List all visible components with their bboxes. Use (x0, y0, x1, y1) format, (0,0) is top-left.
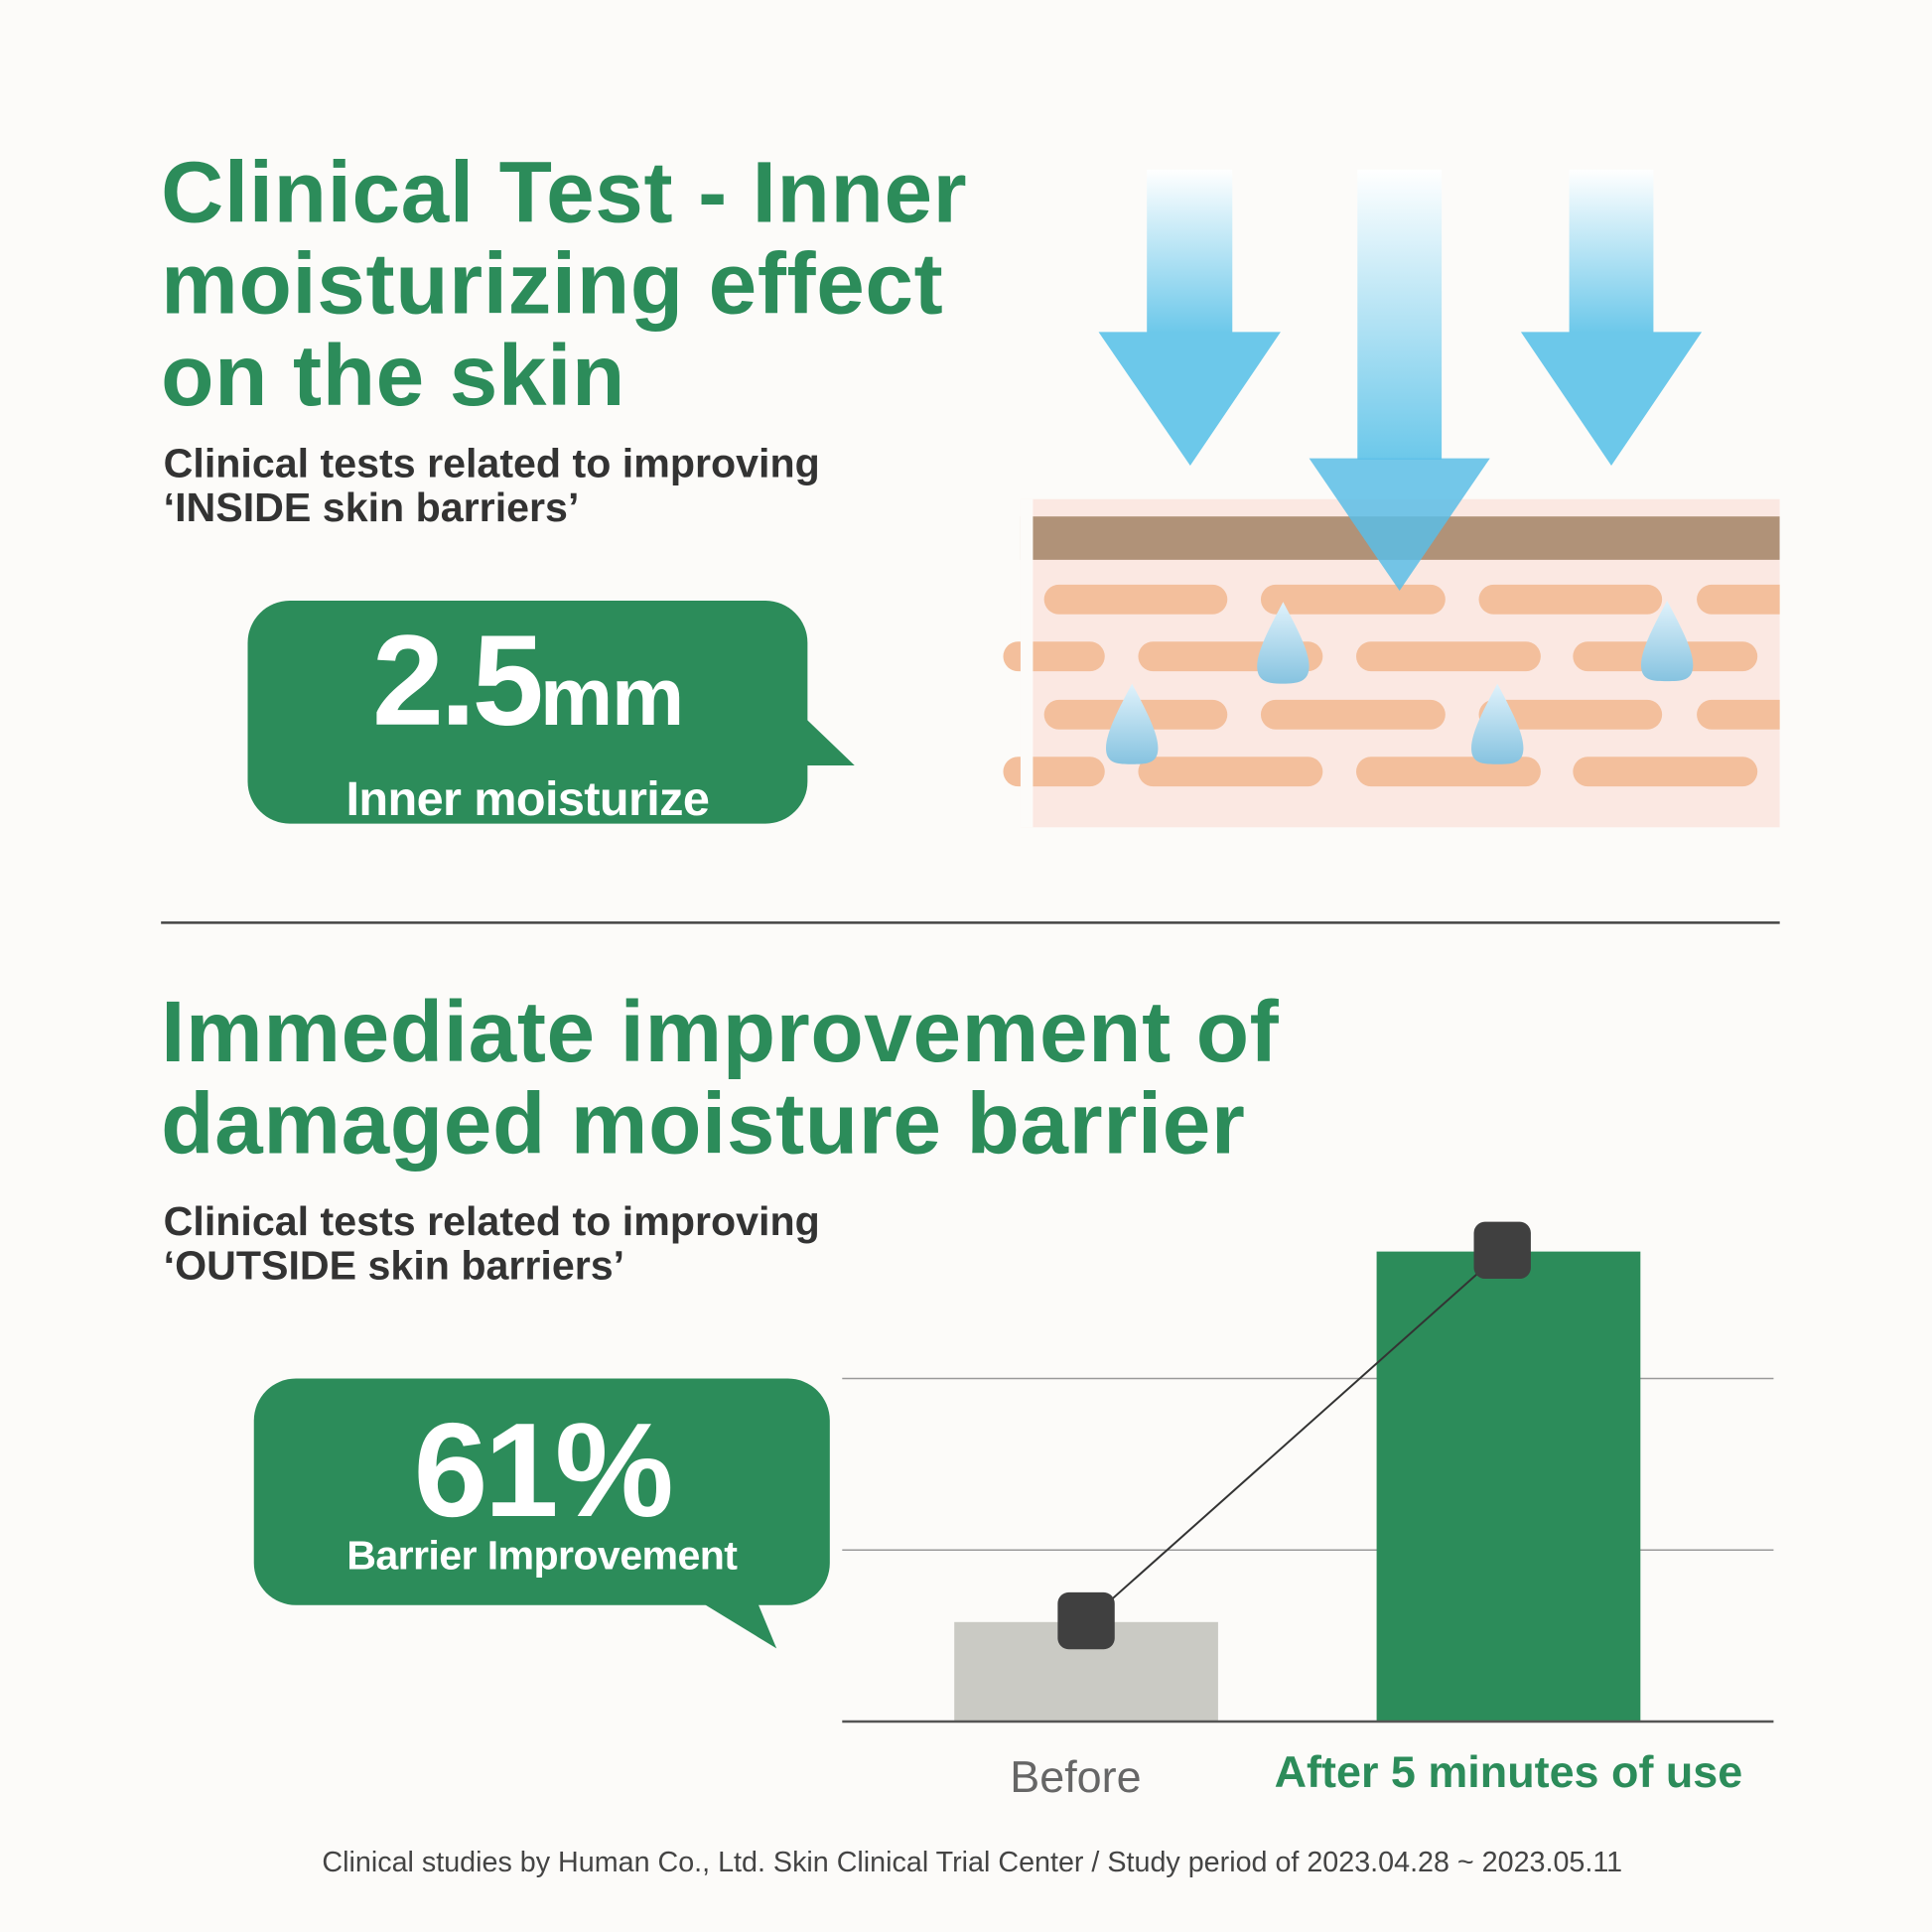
stat-bubble-barrier: 61% Barrier Improvement (253, 1378, 830, 1605)
bar (1376, 1251, 1641, 1723)
stat-label: Inner moisturize (345, 772, 710, 827)
stat-label: Barrier Improvement (346, 1532, 738, 1579)
water-drop-icons (1106, 601, 1694, 764)
arrow-down-icon (1309, 458, 1490, 592)
data-point-marker (1473, 1221, 1531, 1280)
title-line: Clinical Test - Inner (161, 143, 968, 241)
section1-title: Clinical Test - Inner moisturizing effec… (161, 146, 967, 421)
stat-value: 2.5 (371, 609, 544, 754)
stat-bubble-inner: 2.5mm Inner moisturize (247, 601, 808, 827)
title-line: damaged moisture barrier (161, 1074, 1246, 1173)
stat-unit: mm (540, 649, 684, 743)
x-tick-label: Before (1010, 1750, 1142, 1803)
arrow-down-icon (1569, 169, 1654, 334)
connector-line (1085, 1250, 1503, 1623)
title-line: Immediate improvement of (161, 983, 1280, 1080)
data-point-marker (1057, 1591, 1115, 1650)
arrow-down-icon (1357, 169, 1443, 460)
arrow-down-icon (1147, 169, 1233, 334)
arrow-down-icons (1098, 169, 1703, 592)
arrow-down-icon (1098, 332, 1281, 467)
section-divider (161, 921, 1780, 924)
arrow-down-icon (1520, 332, 1703, 467)
section2-subtitle: Clinical tests related to improving ‘OUT… (163, 1197, 820, 1289)
stat-value: 61% (413, 1394, 674, 1545)
subtitle-line: ‘OUTSIDE skin barriers’ (163, 1242, 625, 1289)
title-line: moisturizing effect (161, 235, 944, 333)
subtitle-line: Clinical tests related to improving (163, 439, 820, 486)
title-line: on the skin (161, 327, 625, 424)
section2-title: Immediate improvement of damaged moistur… (161, 986, 1279, 1170)
section1-subtitle: Clinical tests related to improving ‘INS… (163, 439, 820, 530)
subtitle-line: Clinical tests related to improving (163, 1197, 820, 1244)
subtitle-line: ‘INSIDE skin barriers’ (163, 483, 580, 530)
footer-note: Clinical studies by Human Co., Ltd. Skin… (322, 1845, 1623, 1878)
x-tick-label: After 5 minutes of use (1274, 1745, 1743, 1798)
